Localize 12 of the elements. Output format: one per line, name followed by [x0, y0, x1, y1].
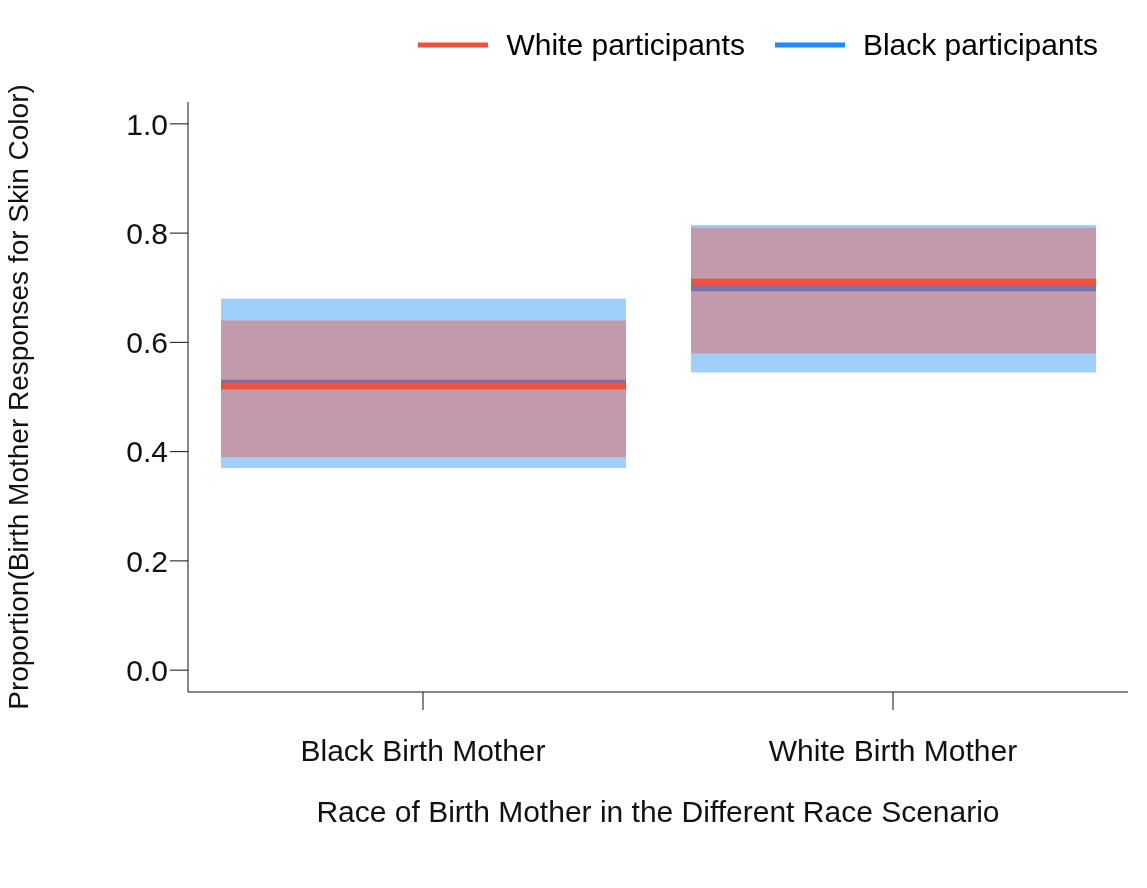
y-tick-label: 0.8 — [126, 216, 168, 250]
x-tick-label: White Birth Mother — [768, 734, 1018, 768]
y-tick-label: 0.6 — [126, 326, 168, 360]
y-axis-title: Proportion(Birth Mother Responses for Skin Color) — [2, 84, 34, 710]
x-tick-label: Black Birth Mother — [300, 734, 546, 768]
x-axis-title: Race of Birth Mother in the Different Race Scenario — [316, 795, 1000, 828]
legend-label: White participants — [506, 28, 745, 62]
legend-label: Black participants — [862, 28, 1098, 62]
y-tick-label: 0.4 — [126, 435, 168, 469]
y-tick-label: 1.0 — [126, 107, 168, 141]
y-tick-label: 0.0 — [126, 653, 168, 687]
y-tick-label: 0.2 — [126, 544, 168, 578]
